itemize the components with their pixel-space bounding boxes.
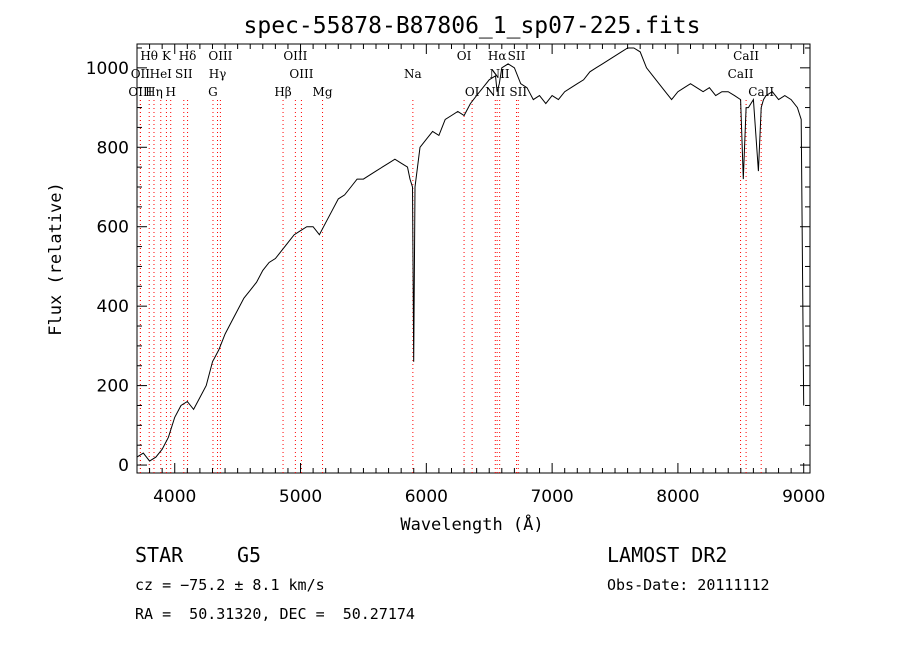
spectrum-line xyxy=(136,47,805,462)
spectral-line-label: G xyxy=(208,85,218,99)
spectral-line-markers xyxy=(139,100,762,473)
survey-name: LAMOST DR2 xyxy=(607,543,728,567)
x-tick-label: 7000 xyxy=(530,487,573,507)
spectral-line-label: Hη xyxy=(145,85,163,99)
spectral-line-label: CaII xyxy=(748,85,774,99)
y-tick-label: 400 xyxy=(97,297,129,317)
y-tick-label: 1000 xyxy=(86,59,129,79)
spectral-line-label: OIII xyxy=(283,49,307,63)
obs-date: Obs-Date: 20111112 xyxy=(607,576,770,594)
x-tick-label: 9000 xyxy=(782,487,825,507)
spectral-line-label: Hα xyxy=(488,49,507,63)
spectral-line-label: H xyxy=(165,85,175,99)
spectral-line-label: OIII xyxy=(208,49,232,63)
x-axis-ticks: 4000 5000 6000 7000 8000 9000 xyxy=(136,44,825,507)
plot-frame xyxy=(136,43,811,474)
chart-title: spec-55878-B87806_1_sp07-225.fits xyxy=(244,13,701,39)
y-tick-label: 800 xyxy=(97,138,129,158)
spectral-line-label: CaII xyxy=(733,49,759,63)
object-class: STAR xyxy=(135,543,184,567)
spectral-line-label: Mg xyxy=(313,85,333,99)
object-subclass: G5 xyxy=(237,543,262,567)
spectral-line-label: SII xyxy=(509,85,527,99)
spectral-line-label: OIII xyxy=(289,67,313,81)
y-tick-label: 200 xyxy=(97,377,129,397)
y-tick-label: 600 xyxy=(97,218,129,238)
x-tick-label: 6000 xyxy=(405,487,448,507)
spectral-line-label: Na xyxy=(404,67,422,81)
y-axis-ticks: 0 200 400 600 800 1000 xyxy=(86,47,810,476)
cz-value: cz = −75.2 ± 8.1 km/s xyxy=(135,576,325,594)
spectral-line-label: OI xyxy=(465,85,480,99)
spectral-line-label: SII xyxy=(175,67,193,81)
spectral-line-label: SII xyxy=(508,49,526,63)
ra-dec: RA = 50.31320, DEC = 50.27174 xyxy=(135,605,415,623)
y-tick-label: 0 xyxy=(118,456,129,476)
spectral-line-label: OIII xyxy=(128,85,152,99)
spectral-line-label: Hθ xyxy=(140,49,158,63)
spectral-line-label: Hδ xyxy=(179,49,197,63)
spectral-line-label: HeI xyxy=(150,67,173,81)
x-tick-label: 5000 xyxy=(279,487,322,507)
spectral-line-label: CaII xyxy=(728,67,754,81)
x-tick-label: 4000 xyxy=(153,487,196,507)
spectral-line-label: OII xyxy=(131,67,151,81)
spectral-line-label: OI xyxy=(457,49,472,63)
spectral-line-label: NII xyxy=(490,67,510,81)
spectral-line-label: Hβ xyxy=(274,85,291,99)
x-axis-label: Wavelength (Å) xyxy=(400,513,543,535)
spectral-line-label: Hγ xyxy=(209,67,227,81)
x-tick-label: 8000 xyxy=(656,487,699,507)
spectral-line-label: K xyxy=(162,49,172,63)
y-axis-label: Flux (relative) xyxy=(46,182,66,336)
spectral-line-label: NII xyxy=(485,85,505,99)
